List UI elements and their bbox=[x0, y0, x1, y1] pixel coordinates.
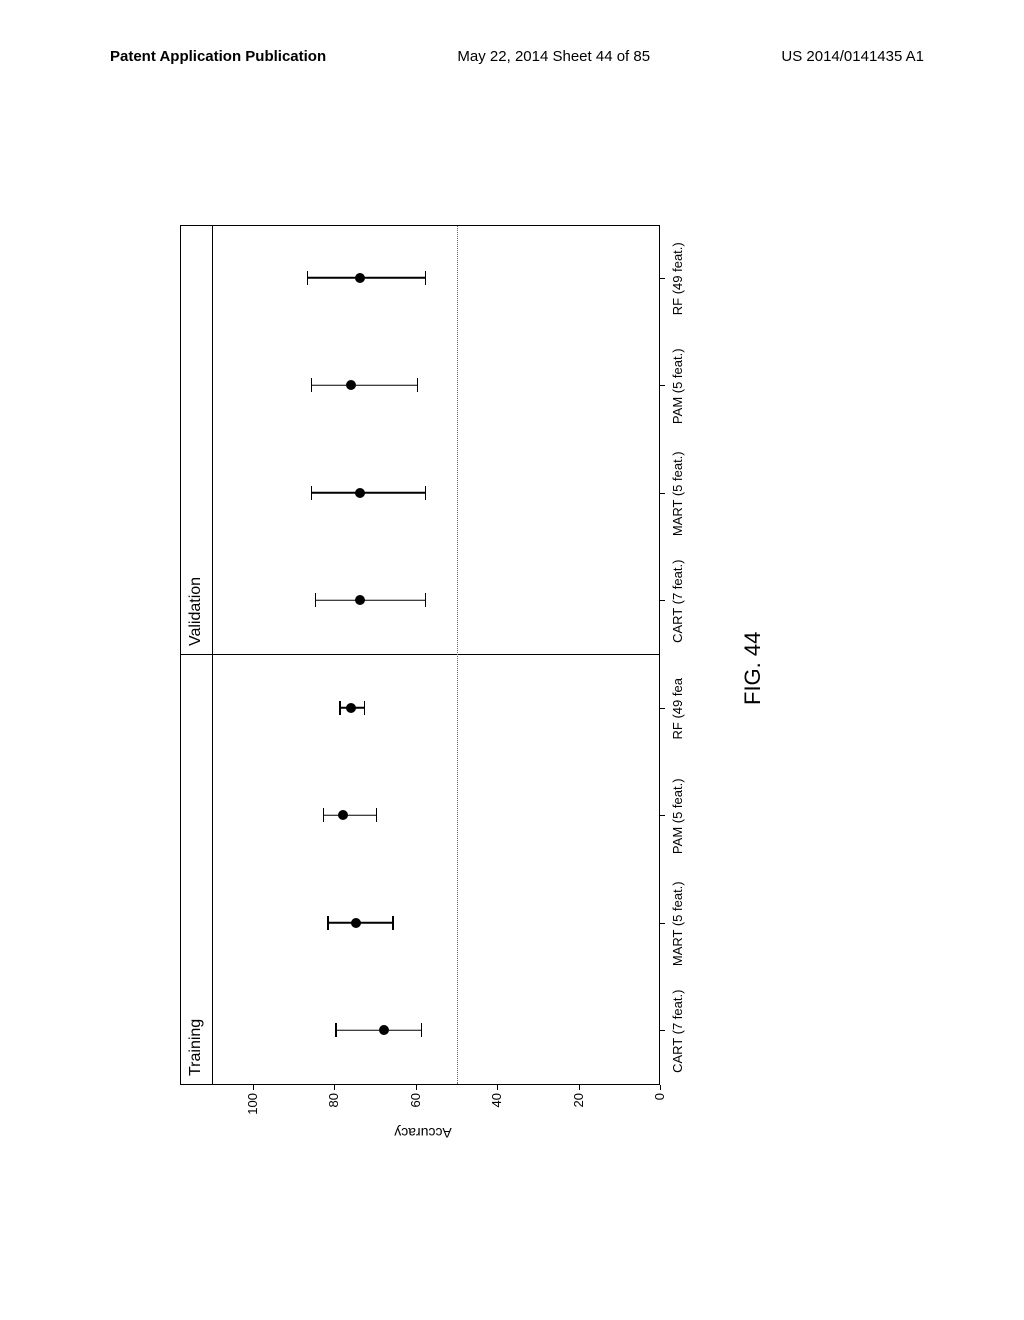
error-bar-cap bbox=[392, 916, 394, 930]
error-bar-cap bbox=[311, 486, 313, 500]
data-point bbox=[338, 810, 348, 820]
y-tick-mark bbox=[660, 1085, 661, 1090]
y-tick-label: 80 bbox=[326, 1093, 341, 1127]
x-tick-label: PAM (5 feat.) bbox=[670, 348, 685, 424]
error-bar-cap bbox=[315, 593, 317, 607]
error-bar-cap bbox=[421, 1023, 423, 1037]
x-tick-label: MART (5 feat.) bbox=[670, 881, 685, 966]
x-tick-mark bbox=[660, 600, 665, 601]
panel-header-row bbox=[181, 226, 213, 1084]
data-point bbox=[379, 1025, 389, 1035]
plot-box: Training Validation bbox=[180, 225, 660, 1085]
x-tick-mark bbox=[660, 708, 665, 709]
error-bar-cap bbox=[335, 1023, 337, 1037]
error-bar-cap bbox=[364, 701, 366, 715]
figure-caption: FIG. 44 bbox=[740, 632, 766, 705]
error-bar-cap bbox=[425, 593, 427, 607]
error-bar-cap bbox=[425, 486, 427, 500]
error-bar bbox=[311, 385, 417, 387]
x-tick-label: PAM (5 feat.) bbox=[670, 778, 685, 854]
figure-container: Accuracy Training Validation 0 20 40 60 80 10… bbox=[130, 170, 880, 1180]
error-bar-cap bbox=[327, 916, 329, 930]
y-tick-label: 60 bbox=[408, 1093, 423, 1127]
error-bar-cap bbox=[425, 271, 427, 285]
x-tick-mark bbox=[660, 1030, 665, 1031]
reference-line-50 bbox=[457, 226, 458, 1084]
plot-area bbox=[213, 226, 661, 1084]
x-tick-label: RF (49 fea bbox=[670, 678, 685, 739]
error-bar bbox=[323, 815, 376, 817]
panel-label-training: Training bbox=[187, 1019, 205, 1076]
y-tick-mark bbox=[497, 1085, 498, 1090]
y-tick-mark bbox=[579, 1085, 580, 1090]
y-axis-label: Accuracy bbox=[394, 1125, 452, 1141]
y-tick-label: 100 bbox=[245, 1093, 260, 1127]
x-tick-label: CART (7 feat.) bbox=[670, 990, 685, 1073]
error-bar bbox=[311, 492, 425, 494]
error-bar-cap bbox=[417, 378, 419, 392]
error-bar-cap bbox=[376, 808, 378, 822]
y-tick-mark bbox=[416, 1085, 417, 1090]
x-tick-label: CART (7 feat.) bbox=[670, 560, 685, 643]
x-tick-mark bbox=[660, 385, 665, 386]
error-bar-cap bbox=[307, 271, 309, 285]
figure-rotated: Accuracy Training Validation 0 20 40 60 80 10… bbox=[130, 170, 880, 1180]
header-left: Patent Application Publication bbox=[110, 48, 326, 65]
data-point bbox=[355, 273, 365, 283]
x-tick-mark bbox=[660, 923, 665, 924]
y-tick-label: 20 bbox=[571, 1093, 586, 1127]
page-header: Patent Application Publication May 22, 2… bbox=[0, 48, 1024, 65]
y-tick-label: 0 bbox=[652, 1093, 667, 1127]
header-center: May 22, 2014 Sheet 44 of 85 bbox=[457, 48, 650, 65]
y-tick-label: 40 bbox=[489, 1093, 504, 1127]
data-point bbox=[346, 703, 356, 713]
error-bar-cap bbox=[323, 808, 325, 822]
data-point bbox=[355, 488, 365, 498]
header-right: US 2014/0141435 A1 bbox=[781, 48, 924, 65]
error-bar-cap bbox=[311, 378, 313, 392]
x-tick-mark bbox=[660, 493, 665, 494]
x-tick-mark bbox=[660, 815, 665, 816]
data-point bbox=[346, 380, 356, 390]
data-point bbox=[355, 595, 365, 605]
error-bar bbox=[307, 277, 425, 279]
y-tick-mark bbox=[253, 1085, 254, 1090]
data-point bbox=[351, 918, 361, 928]
x-tick-mark bbox=[660, 278, 665, 279]
error-bar bbox=[315, 600, 425, 602]
panel-label-validation: Validation bbox=[187, 577, 205, 646]
error-bar-cap bbox=[339, 701, 341, 715]
x-tick-label: MART (5 feat.) bbox=[670, 451, 685, 536]
error-bar bbox=[335, 1030, 421, 1032]
x-tick-label: RF (49 feat.) bbox=[670, 242, 685, 315]
y-tick-mark bbox=[334, 1085, 335, 1090]
